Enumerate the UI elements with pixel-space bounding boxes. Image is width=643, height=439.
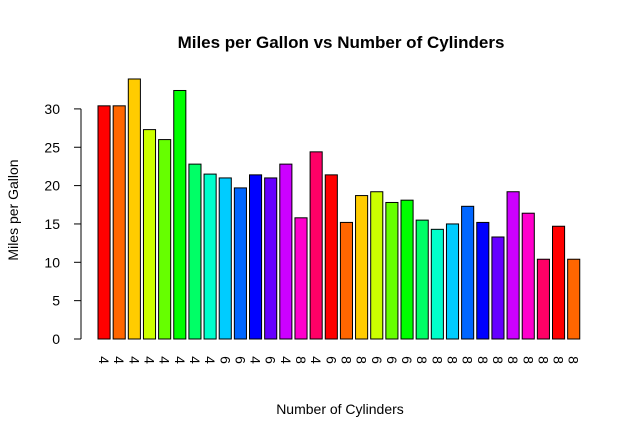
x-tick-label: 6 [323, 356, 339, 364]
x-tick-label: 8 [293, 356, 309, 364]
x-tick-label: 8 [338, 356, 354, 364]
bar [218, 177, 232, 340]
bar [142, 129, 157, 340]
x-tick-label: 8 [429, 356, 445, 364]
bar [491, 236, 505, 340]
bar [173, 89, 187, 340]
y-tick-label: 20 [44, 178, 60, 194]
y-tick-label: 5 [52, 293, 60, 309]
x-tick-label: 8 [551, 356, 567, 364]
x-tick-label: 4 [157, 356, 173, 364]
x-tick-label: 8 [566, 356, 582, 364]
x-tick-label: 6 [369, 356, 385, 364]
bar [476, 221, 490, 340]
x-tick-label: 6 [384, 356, 400, 364]
bars [97, 78, 581, 340]
bar [552, 225, 566, 340]
x-tick-label: 8 [490, 356, 506, 364]
x-tick-label: 8 [414, 356, 430, 364]
bar [233, 187, 247, 340]
bar [264, 177, 278, 340]
x-tick-label: 6 [399, 356, 415, 364]
x-tick-label: 8 [535, 356, 551, 364]
bar [506, 191, 520, 340]
bar [112, 105, 126, 340]
x-tick-label: 8 [505, 356, 521, 364]
bar [521, 212, 535, 340]
x-tick-label: 4 [278, 356, 294, 364]
x-tick-label: 4 [96, 356, 112, 364]
x-axis-label: Number of Cylinders [276, 401, 404, 417]
x-tick-label: 4 [248, 356, 264, 364]
bar [536, 258, 550, 340]
y-axis-label: Miles per Gallon [5, 159, 21, 260]
bar [188, 163, 202, 340]
x-tick-label: 6 [217, 356, 233, 364]
chart-title: Miles per Gallon vs Number of Cylinders [178, 33, 505, 52]
bar [249, 174, 263, 340]
x-tick-label: 4 [187, 356, 203, 364]
bar [127, 78, 141, 340]
bar [400, 199, 414, 340]
x-tick-label: 4 [202, 356, 218, 364]
x-tick-label: 8 [460, 356, 476, 364]
x-tick-label: 8 [520, 356, 536, 364]
x-tick-label: 4 [126, 356, 142, 364]
x-tick-label: 4 [308, 356, 324, 364]
bar [339, 221, 353, 340]
bar [97, 105, 111, 340]
x-tick-label: 4 [142, 356, 158, 364]
y-tick-label: 25 [44, 139, 60, 155]
y-tick-label: 0 [52, 331, 60, 347]
y-tick-label: 10 [44, 254, 60, 270]
bar [415, 219, 429, 340]
bar [324, 174, 338, 340]
bar [355, 195, 369, 340]
y-tick-label: 30 [44, 101, 60, 117]
x-tick-label: 4 [111, 356, 127, 364]
y-axis: 0 5 10 15 20 25 30 [44, 101, 82, 347]
x-tick-label: 6 [263, 356, 279, 364]
x-tick-label: 8 [354, 356, 370, 364]
bar [445, 223, 460, 340]
bar [567, 258, 581, 340]
x-tick-label: 4 [172, 356, 188, 364]
bar [385, 201, 399, 340]
bar [279, 163, 293, 340]
bar [309, 151, 323, 340]
bar [294, 217, 308, 340]
x-tick-label: 6 [232, 356, 248, 364]
x-tick-label: 8 [475, 356, 491, 364]
y-tick-label: 15 [44, 216, 60, 232]
bar [370, 191, 384, 340]
x-tick-label: 8 [445, 356, 461, 364]
bar [461, 205, 475, 340]
bar [430, 228, 444, 340]
bar [203, 173, 217, 340]
bar [158, 139, 172, 340]
